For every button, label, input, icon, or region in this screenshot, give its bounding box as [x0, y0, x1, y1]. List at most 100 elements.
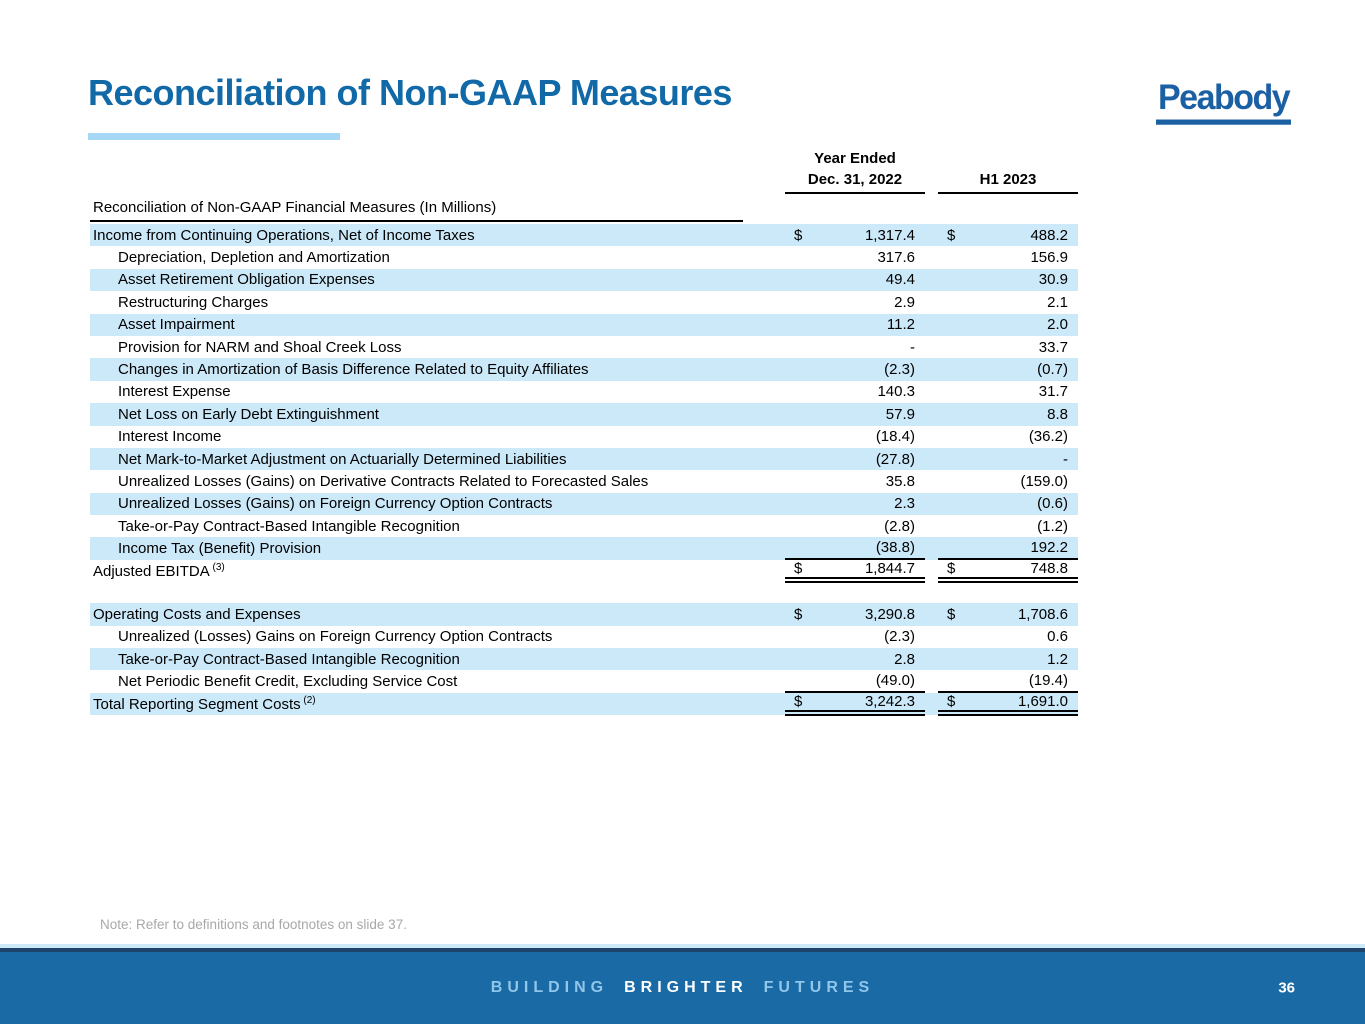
dollar-sign: $: [794, 692, 803, 710]
value-cell-h1-2023: (1.2): [938, 515, 1078, 537]
tagline-brighter: BRIGHTER: [624, 979, 748, 996]
cell-value: 8.8: [1047, 405, 1068, 423]
value-cell-2022: $1,317.4: [785, 224, 925, 246]
page-number: 36: [1278, 979, 1295, 997]
value-cell-2022: 57.9: [785, 403, 925, 425]
value-cell-h1-2023: $1,691.0: [938, 693, 1078, 716]
cell-value: (27.8): [875, 450, 915, 468]
row-label: Adjusted EBITDA (3): [93, 562, 225, 581]
cell-value: 2.1: [1047, 293, 1068, 311]
cell-value: 2.3: [894, 495, 915, 513]
cell-value: (2.8): [884, 517, 915, 535]
value-cell-2022: 2.9: [785, 291, 925, 313]
value-cell-h1-2023: 156.9: [938, 246, 1078, 268]
value-cell-h1-2023: 2.0: [938, 314, 1078, 336]
cell-value: 57.9: [885, 405, 915, 423]
value-cell-h1-2023: 1.2: [938, 648, 1078, 670]
cell-value: 1,708.6: [1017, 605, 1068, 623]
cell-value: 488.2: [1030, 226, 1068, 244]
table-row: Operating Costs and Expenses $3,290.8 $1,7…: [90, 603, 1078, 626]
value-cell-2022: 2.3: [785, 493, 925, 515]
value-cell-h1-2023: $748.8: [938, 560, 1078, 583]
cell-value: 2.0: [1047, 316, 1068, 334]
table-row: Income from Continuing Operations, Net o…: [90, 224, 1078, 247]
cell-value: 1,691.0: [1017, 692, 1068, 710]
value-cell-h1-2023: 192.2: [938, 537, 1078, 560]
value-cell-2022: $1,844.7: [785, 560, 925, 583]
table-row: Asset Impairment 11.2 2.0: [90, 313, 1078, 336]
cell-value: (159.0): [1020, 472, 1068, 490]
tagline-futures: FUTURES: [763, 979, 875, 996]
table-row: Asset Retirement Obligation Expenses 49.4…: [90, 268, 1078, 292]
cell-value: 192.2: [1030, 539, 1068, 557]
cell-value: 1.2: [1047, 650, 1068, 668]
row-label: Asset Impairment: [118, 316, 235, 334]
tagline-building: BUILDING: [490, 979, 609, 996]
cell-value: 3,290.8: [864, 605, 915, 623]
footnote: Note: Refer to definitions and footnotes…: [100, 917, 407, 932]
column-header-2022: Dec. 31, 2022: [785, 171, 925, 194]
peabody-logo: Peabody: [1156, 80, 1292, 125]
value-cell-2022: 49.4: [785, 269, 925, 291]
value-cell-2022: 2.8: [785, 648, 925, 670]
dollar-sign: $: [794, 559, 803, 577]
cell-value: -: [1063, 450, 1068, 468]
cell-value: 30.9: [1038, 271, 1068, 289]
value-cell-h1-2023: 30.9: [938, 269, 1078, 291]
row-label: Net Loss on Early Debt Extinguishment: [118, 405, 379, 423]
table-row: Take-or-Pay Contract-Based Intangible Re…: [90, 648, 1078, 671]
footnote-reference: (2): [300, 695, 316, 707]
cell-value: (2.3): [884, 628, 915, 646]
row-label: Net Mark-to-Market Adjustment on Actuari…: [118, 450, 567, 468]
slide-title: Reconciliation of Non-GAAP Measures: [88, 72, 732, 113]
cell-value: 49.4: [885, 271, 915, 289]
value-cell-h1-2023: (19.4): [938, 670, 1078, 693]
row-label: Interest Income: [118, 428, 222, 446]
cell-value: 2.8: [894, 650, 915, 668]
value-cell-h1-2023: (159.0): [938, 470, 1078, 492]
cell-value: (0.7): [1037, 361, 1068, 379]
cell-value: (36.2): [1028, 428, 1068, 446]
table-row: Unrealized Losses (Gains) on Foreign Cur…: [90, 492, 1078, 516]
value-cell-2022: $3,242.3: [785, 693, 925, 716]
value-cell-h1-2023: -: [938, 448, 1078, 470]
value-cell-h1-2023: 31.7: [938, 381, 1078, 403]
cell-value: 0.6: [1047, 628, 1068, 646]
group-header-year-ended: Year Ended: [814, 150, 896, 167]
dollar-sign: $: [947, 605, 956, 623]
value-cell-h1-2023: (0.7): [938, 358, 1078, 380]
table-row: Unrealized Losses (Gains) on Derivative …: [90, 470, 1078, 492]
cell-value: 2.9: [894, 293, 915, 311]
table-row: Depreciation, Depletion and Amortization…: [90, 246, 1078, 268]
row-label: Restructuring Charges: [118, 293, 269, 311]
title-accent-bar: [88, 133, 340, 140]
footer-light-line: [0, 944, 1365, 948]
value-cell-h1-2023: 2.1: [938, 291, 1078, 313]
value-cell-2022: (2.3): [785, 626, 925, 648]
row-label: Asset Retirement Obligation Expenses: [118, 271, 375, 289]
dollar-sign: $: [794, 226, 803, 244]
table-column-header-row: Dec. 31, 2022 H1 2023: [90, 171, 1078, 194]
table-row: Interest Expense 140.3 31.7: [90, 381, 1078, 403]
dollar-sign: $: [947, 226, 956, 244]
table-row: Provision for NARM and Shoal Creek Loss -…: [90, 336, 1078, 358]
row-label: Interest Expense: [118, 383, 231, 401]
cell-value: (1.2): [1037, 517, 1068, 535]
cell-value: 1,844.7: [864, 559, 915, 577]
table-row: Net Mark-to-Market Adjustment on Actuari…: [90, 447, 1078, 471]
value-cell-2022: (2.3): [785, 358, 925, 380]
table-row: Interest Income (18.4) (36.2): [90, 426, 1078, 448]
footer-main-bar: BUILDING BRIGHTER FUTURES 36: [0, 952, 1365, 1024]
row-label: Income from Continuing Operations, Net o…: [93, 226, 475, 244]
cell-value: (2.3): [884, 361, 915, 379]
cell-value: 140.3: [877, 383, 915, 401]
row-label: Unrealized Losses (Gains) on Foreign Cur…: [118, 495, 553, 513]
reconciliation-table: Year Ended Dec. 31, 2022 H1 2023 Reconci…: [90, 150, 1078, 716]
table-group-header-row: Year Ended: [90, 150, 1078, 171]
table-row: Net Loss on Early Debt Extinguishment 57.…: [90, 403, 1078, 426]
table-row: Restructuring Charges 2.9 2.1: [90, 291, 1078, 313]
value-cell-h1-2023: 0.6: [938, 626, 1078, 648]
row-label: Unrealized Losses (Gains) on Derivative …: [118, 472, 649, 490]
value-cell-h1-2023: 8.8: [938, 403, 1078, 425]
value-cell-2022: 317.6: [785, 246, 925, 268]
